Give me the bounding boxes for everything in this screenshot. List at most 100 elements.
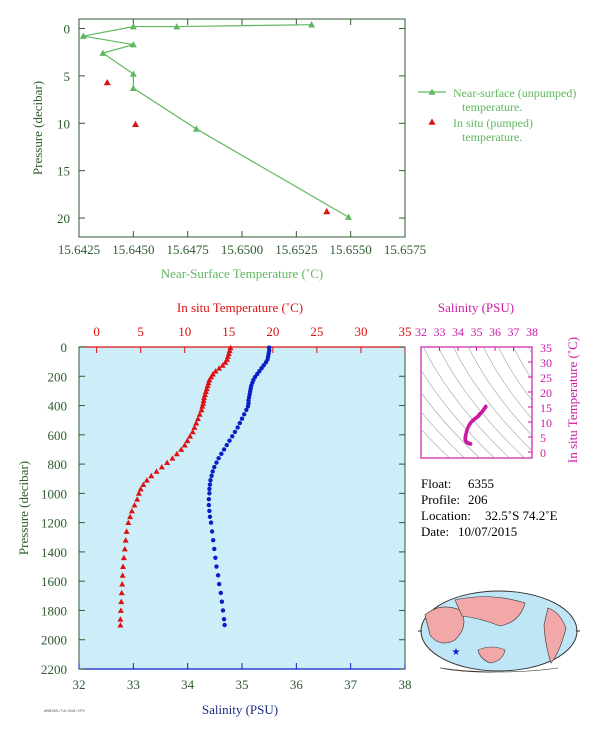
temperature-point — [137, 485, 144, 492]
footer-code: AM6355/TA/206/CFV — [44, 710, 85, 714]
p2-pres-tick-label: 1800 — [41, 603, 67, 618]
p2-pres-tick-label: 800 — [48, 457, 68, 472]
p1-y-tick-label: 0 — [64, 21, 71, 36]
temperature-point — [143, 477, 150, 483]
ts-temp-tick-label: 35 — [540, 341, 552, 355]
location-label: Location: — [421, 508, 471, 523]
salinity-point — [227, 438, 232, 443]
p2-pres-tick-label: 1200 — [41, 516, 67, 531]
temperature-point — [193, 420, 200, 426]
p1-y-tick-label: 15 — [57, 164, 70, 179]
salinity-point — [209, 529, 215, 534]
float-label: Float: — [421, 476, 452, 491]
ts-contour-line — [483, 347, 532, 420]
map-land-australia — [477, 646, 506, 664]
salinity-point — [244, 407, 249, 413]
temperature-point — [187, 433, 194, 439]
ts-contour-line — [513, 347, 532, 380]
near-surface-line — [83, 24, 349, 218]
salinity-point — [210, 469, 215, 474]
ts-contour-line — [498, 347, 532, 401]
temperature-point — [117, 607, 124, 613]
p2-temp-tick-label: 35 — [399, 324, 412, 339]
float-value: 6355 — [468, 476, 494, 491]
near-surface-point — [308, 21, 316, 28]
ts-contour-line — [453, 347, 532, 452]
salinity-point — [230, 434, 235, 439]
salinity-point — [206, 502, 212, 508]
temperature-point — [164, 459, 171, 466]
ts-temp-axis-title: In situ Temperature (˚C) — [565, 337, 580, 463]
temperature-point — [158, 464, 165, 470]
p2-temp-tick-label: 25 — [310, 324, 323, 339]
salinity-point — [219, 599, 225, 604]
near-surface-point — [344, 213, 352, 220]
salinity-point — [207, 508, 212, 514]
location-row: Location: 32.5˚S 74.2˚E — [421, 508, 558, 524]
temperature-point — [119, 581, 126, 587]
p2-frame — [78, 346, 406, 670]
ts-temp-tick-label: 5 — [540, 431, 546, 445]
p1-frame — [78, 18, 406, 238]
p2-pres-tick-label: 1600 — [41, 574, 67, 589]
legend-label-in-situ-2: temperature. — [462, 130, 522, 144]
ts-contour-line — [438, 347, 526, 458]
near-surface-point — [192, 125, 200, 132]
float-location-star-icon: ★ — [452, 647, 461, 658]
temperature-point — [216, 365, 223, 371]
p2-temp-tick-label: 15 — [222, 324, 235, 339]
p1-x-tick-label: 15.6450 — [112, 242, 154, 257]
ts-contour-line — [528, 347, 532, 355]
temperature-point — [153, 468, 160, 474]
temperature-point — [212, 368, 219, 374]
date-row: Date: 10/07/2015 — [421, 524, 558, 540]
temperature-point — [199, 403, 206, 409]
map-land-africa — [424, 606, 465, 644]
salinity-point — [218, 590, 224, 596]
ts-sal-axis-title: Salinity (PSU) — [438, 300, 514, 315]
near-surface-point — [129, 70, 137, 77]
p2-temp-tick-label: 5 — [137, 324, 144, 339]
temperature-point — [120, 563, 127, 569]
p2-sal-tick-label: 32 — [73, 677, 86, 692]
p2-sal-tick-label: 37 — [344, 677, 358, 692]
p1-x-tick-label: 15.6575 — [384, 242, 426, 257]
salinity-point — [222, 622, 227, 628]
temperature-point — [125, 519, 132, 526]
salinity-point — [207, 514, 213, 519]
ts-temp-tick-label: 0 — [540, 446, 546, 460]
ts-density-contours — [421, 347, 532, 458]
p2-pres-tick-label: 600 — [48, 428, 68, 443]
temperature-point — [119, 572, 126, 578]
in-situ-point — [103, 79, 111, 86]
p2-pres-tick-label: 200 — [48, 369, 68, 384]
ts-frame — [420, 346, 533, 459]
near-surface-point — [173, 23, 181, 30]
temperature-point — [178, 446, 185, 452]
salinity-point — [241, 412, 247, 417]
temperature-point — [219, 362, 226, 368]
ts-sal-tick-label: 36 — [489, 325, 501, 339]
temperature-point — [194, 415, 201, 422]
salinity-point — [209, 473, 214, 478]
legend-marker-in-situ — [428, 118, 436, 125]
p2-pres-axis-title: Pressure (decibar) — [16, 461, 31, 555]
p2-pres-tick-label: 0 — [61, 340, 68, 355]
salinity-point — [235, 425, 240, 430]
ts-contour-line — [421, 391, 481, 458]
ts-sal-tick-label: 38 — [526, 325, 538, 339]
salinity-point — [214, 460, 219, 465]
p2-temp-tick-label: 0 — [93, 324, 100, 339]
p2-temp-axis-title: In situ Temperature (˚C) — [177, 300, 303, 315]
salinity-point — [215, 573, 221, 578]
ts-contour-line — [421, 411, 466, 458]
temperature-point — [123, 528, 130, 534]
temperature-point — [181, 442, 188, 448]
temperature-point — [191, 424, 198, 430]
ts-temp-tick-label: 15 — [540, 401, 552, 415]
salinity-point — [213, 555, 218, 560]
location-value: 32.5˚S 74.2˚E — [485, 508, 558, 523]
p2-sal-tick-label: 36 — [290, 677, 304, 692]
ts-sal-tick-label: 37 — [508, 325, 520, 339]
near-surface-point — [99, 49, 107, 56]
